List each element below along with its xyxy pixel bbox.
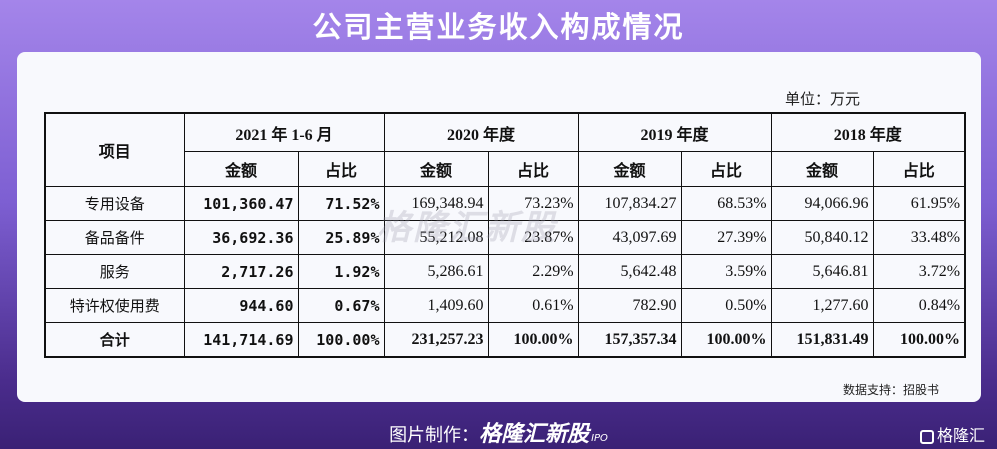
data-cell: 782.90 (577, 288, 682, 323)
data-cell: 231,257.23 (383, 322, 489, 358)
row-label: 备品备件 (44, 220, 185, 255)
header-cell: 2018 年度 (770, 112, 966, 152)
data-row: 特许权使用费 944.60 0.67% 1,409.60 0.61% 782.90 0.50… (44, 288, 966, 323)
data-cell: 3.72% (872, 254, 966, 289)
data-cell: 100.00% (487, 322, 579, 358)
data-cell: 71.52% (297, 186, 385, 221)
data-cell: 55,212.08 (383, 220, 489, 255)
subheader-cell: 占比 (872, 151, 966, 187)
data-cell: 141,714.69 (183, 322, 299, 358)
data-cell: 61.95% (872, 186, 966, 221)
data-cell: 0.67% (297, 288, 385, 323)
data-cell: 107,834.27 (577, 186, 682, 221)
data-cell: 2,717.26 (183, 254, 299, 289)
subheader-cell: 占比 (680, 151, 772, 187)
subheader-cell: 金额 (577, 151, 682, 187)
header-cell: 2021 年 1-6 月 (183, 112, 385, 152)
subheader-row: 金额 占比 金额 占比 金额 占比 金额 占比 (45, 151, 966, 187)
subheader-cell: 金额 (183, 151, 299, 187)
data-cell: 100.00% (297, 322, 385, 358)
data-cell: 0.50% (680, 288, 772, 323)
data-cell: 36,692.36 (183, 220, 299, 255)
footer-label: 图片制作： (389, 425, 480, 446)
card: 单位：万元 项目 2021 年 1-6 月 2020 年度 2019 年度 2018 年… (17, 52, 981, 402)
data-cell: 5,646.81 (770, 254, 874, 289)
data-cell: 0.84% (872, 288, 966, 323)
data-row: 服务 2,717.26 1.92% 5,286.61 2.29% 5,642.48 3.59… (44, 254, 966, 289)
data-cell: 944.60 (183, 288, 299, 323)
data-cell: 157,357.34 (577, 322, 682, 358)
data-cell: 1.92% (297, 254, 385, 289)
data-cell: 1,409.60 (383, 288, 489, 323)
footer: 图片制作：格隆汇新股 IPO (0, 416, 997, 448)
data-cell: 2.29% (487, 254, 579, 289)
row-label: 专用设备 (44, 186, 185, 221)
data-cell: 151,831.49 (770, 322, 874, 358)
data-cell: 100.00% (872, 322, 966, 358)
data-row: 合计 141,714.69 100.00% 231,257.23 100.00% 157,… (44, 322, 966, 358)
data-row: 专用设备 101,360.47 71.52% 169,348.94 73.23% 107,… (44, 186, 966, 221)
data-cell: 1,277.60 (770, 288, 874, 323)
data-cell: 27.39% (680, 220, 772, 255)
header-cell: 项目 (44, 112, 185, 187)
footer-brand: 格隆汇新股 (479, 422, 590, 447)
subheader-cell: 金额 (383, 151, 489, 187)
footer-tag: IPO (591, 433, 608, 444)
data-table: 项目 2021 年 1-6 月 2020 年度 2019 年度 2018 年度 金额 占比金… (44, 112, 967, 358)
data-row: 备品备件 36,692.36 25.89% 55,212.08 23.87% 43,097… (44, 220, 966, 255)
data-cell: 0.61% (487, 288, 579, 323)
source-note: 数据支持：招股书 (843, 383, 940, 397)
data-cell: 3.59% (680, 254, 772, 289)
subheader-cell: 占比 (297, 151, 385, 187)
logo-text: 格隆汇 (937, 426, 986, 445)
row-label: 服务 (44, 254, 185, 289)
data-cell: 25.89% (297, 220, 385, 255)
data-cell: 43,097.69 (577, 220, 682, 255)
data-cell: 5,286.61 (383, 254, 489, 289)
data-cell: 5,642.48 (577, 254, 682, 289)
logo: 格隆汇 (920, 422, 985, 446)
title: 公司主营业务收入构成情况 (312, 10, 685, 44)
subheader-cell: 金额 (770, 151, 874, 187)
data-cell: 68.53% (680, 186, 772, 221)
data-cell: 33.48% (872, 220, 966, 255)
header-row: 项目 2021 年 1-6 月 2020 年度 2019 年度 2018 年度 (44, 112, 966, 187)
data-cell: 169,348.94 (383, 186, 489, 221)
header-cell: 2020 年度 (383, 112, 579, 152)
row-label: 合计 (44, 322, 185, 358)
logo-icon (920, 430, 934, 444)
data-cell: 73.23% (487, 186, 579, 221)
data-cell: 94,066.96 (770, 186, 874, 221)
data-cell: 50,840.12 (770, 220, 874, 255)
data-cell: 101,360.47 (183, 186, 299, 221)
header-cell: 2019 年度 (577, 112, 772, 152)
row-label: 特许权使用费 (44, 288, 185, 323)
data-cell: 100.00% (680, 322, 772, 358)
subheader-cell: 占比 (487, 151, 579, 187)
unit-note: 单位：万元 (785, 92, 861, 108)
data-cell: 23.87% (487, 220, 579, 255)
